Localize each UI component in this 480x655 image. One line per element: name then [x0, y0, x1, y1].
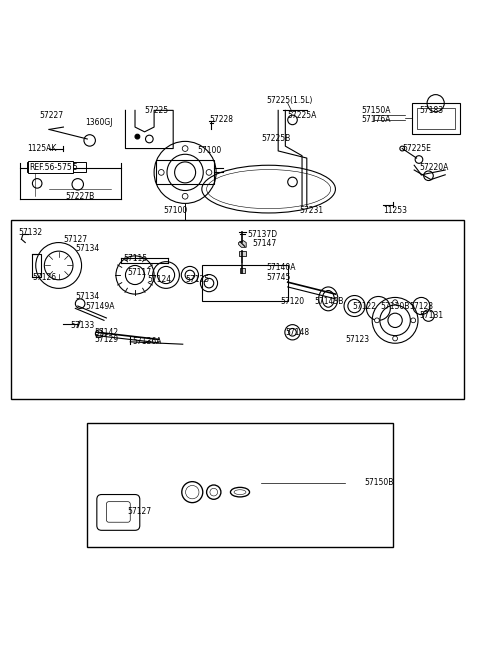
Text: 57131: 57131 [419, 311, 443, 320]
Text: 57142: 57142 [95, 328, 119, 337]
Text: REF.56-575: REF.56-575 [29, 162, 72, 172]
Text: 57149A: 57149A [85, 301, 114, 310]
Text: 57122: 57122 [352, 301, 376, 310]
Text: 57148: 57148 [285, 328, 310, 337]
Bar [417, 108, 455, 130]
Text: 57130B: 57130B [381, 301, 410, 310]
Text: 57129: 57129 [95, 335, 119, 344]
Bar [33, 253, 41, 277]
Text: 57140A: 57140A [266, 263, 296, 272]
Text: 1125AK: 1125AK [28, 144, 57, 153]
Text: 1360GJ: 1360GJ [85, 118, 112, 127]
Bar [11, 220, 464, 399]
Text: 57134: 57134 [75, 292, 100, 301]
Text: 57225: 57225 [144, 106, 168, 115]
Circle shape [393, 336, 397, 341]
Bar [412, 103, 459, 134]
Text: 57100: 57100 [197, 147, 221, 155]
Text: 57227B: 57227B [66, 192, 95, 201]
Text: REF.56-575: REF.56-575 [35, 163, 78, 172]
Text: 57125: 57125 [185, 275, 209, 284]
Text: 57150A: 57150A [362, 106, 391, 115]
Text: 57225B: 57225B [262, 134, 291, 143]
Circle shape [374, 318, 379, 323]
Text: 57137D: 57137D [247, 230, 277, 239]
Text: 57128: 57128 [409, 301, 433, 310]
Bar [87, 423, 393, 547]
Text: 57132: 57132 [18, 227, 42, 236]
Text: 57134: 57134 [75, 244, 100, 253]
Text: 57127: 57127 [128, 507, 152, 515]
Text: 57225(1.5L): 57225(1.5L) [266, 96, 312, 105]
Text: 57133: 57133 [71, 320, 95, 329]
Text: 57228: 57228 [209, 115, 233, 124]
Text: 57227: 57227 [39, 111, 64, 120]
Text: 57176A: 57176A [362, 115, 391, 124]
Text: 57147: 57147 [252, 240, 276, 248]
Text: 57225A: 57225A [288, 111, 317, 120]
Text: 57745: 57745 [266, 273, 290, 282]
Bar [156, 160, 214, 184]
Text: 57143B: 57143B [314, 297, 343, 306]
Text: 57136A: 57136A [132, 337, 162, 346]
Polygon shape [239, 240, 246, 248]
Text: 57126: 57126 [33, 273, 57, 282]
Text: 57150B: 57150B [364, 478, 394, 487]
Text: 57117: 57117 [128, 268, 152, 277]
Circle shape [135, 134, 140, 139]
Polygon shape [240, 268, 245, 272]
Text: 57115: 57115 [123, 253, 147, 263]
Circle shape [411, 318, 416, 323]
Text: 11253: 11253 [383, 206, 407, 215]
Text: 57220A: 57220A [419, 163, 448, 172]
Text: 57183: 57183 [419, 106, 443, 115]
Text: 57124: 57124 [147, 275, 171, 284]
Text: 57127: 57127 [63, 234, 87, 244]
Bar [202, 265, 288, 301]
Polygon shape [239, 251, 246, 256]
Text: 57120: 57120 [281, 297, 305, 306]
Circle shape [393, 300, 397, 305]
Text: 57225E: 57225E [402, 144, 431, 153]
Text: 57100: 57100 [164, 206, 188, 215]
Text: 57123: 57123 [345, 335, 369, 344]
Text: 57231: 57231 [300, 206, 324, 215]
